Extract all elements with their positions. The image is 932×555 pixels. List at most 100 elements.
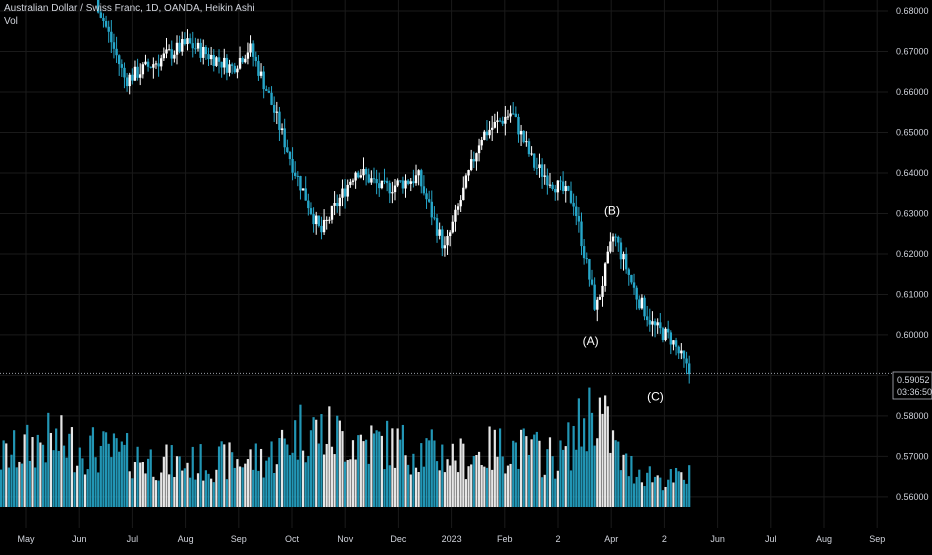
volume-bar	[370, 425, 373, 507]
volume-bar	[330, 446, 334, 507]
candle-body	[246, 52, 250, 59]
volume-bar	[357, 435, 360, 507]
volume-bar	[630, 455, 633, 507]
volume-bar	[606, 406, 609, 507]
volume-bar	[241, 467, 244, 507]
candle-body	[141, 64, 145, 75]
candle-body	[183, 39, 187, 45]
volume-bar	[154, 480, 158, 507]
candle-body	[433, 217, 436, 219]
candle-body	[632, 282, 636, 288]
candle-body	[364, 168, 368, 175]
volume-bar	[409, 474, 412, 507]
candle-body	[441, 229, 444, 249]
volume-bar	[131, 478, 134, 507]
volume-bar	[564, 446, 567, 507]
candle-body	[209, 54, 213, 60]
candle-body	[688, 363, 691, 375]
candle-body	[519, 130, 523, 135]
volume-bar	[601, 413, 604, 507]
volume-bar	[546, 449, 549, 507]
volume-bar	[491, 469, 494, 507]
volume-bar	[338, 420, 341, 507]
candle-body	[322, 219, 326, 233]
volume-bar	[562, 449, 565, 507]
candle-body	[559, 180, 562, 182]
candle-body	[462, 187, 465, 201]
volume-bar	[309, 430, 313, 507]
volume-bar	[556, 470, 559, 507]
volume-bar	[286, 444, 289, 507]
volume-bar	[538, 440, 541, 507]
candle-body	[674, 340, 678, 347]
candle-body	[535, 167, 539, 169]
candle-body	[580, 221, 583, 247]
symbol-title[interactable]: Australian Dollar / Swiss Franc, 1D, OAN…	[4, 3, 255, 14]
volume-bar	[422, 466, 426, 507]
candle-body	[293, 172, 297, 176]
x-tick-label: Sep	[231, 534, 247, 544]
candle-body	[270, 92, 273, 105]
x-tick-label: Oct	[285, 534, 300, 544]
candle-body	[451, 221, 454, 233]
candle-body	[672, 340, 675, 345]
volume-bar	[146, 458, 150, 507]
volume-bar	[91, 427, 95, 507]
candle-body	[624, 253, 628, 270]
volume-bar	[569, 470, 573, 507]
volume-indicator-label[interactable]: Vol	[4, 16, 18, 27]
volume-bar	[412, 453, 415, 507]
volume-bar	[559, 440, 562, 507]
candle-body	[215, 57, 218, 66]
y-tick-label: 0.56000	[896, 492, 929, 502]
candle-body	[357, 172, 360, 178]
candle-body	[238, 57, 242, 69]
candle-body	[383, 180, 386, 182]
candle-body	[677, 346, 680, 354]
volume-bar	[451, 443, 454, 507]
candle-body	[380, 180, 384, 189]
candle-body	[422, 186, 426, 194]
volume-bar	[527, 454, 531, 507]
candle-body	[207, 54, 210, 60]
candle-body	[401, 180, 405, 189]
candle-body	[320, 225, 323, 233]
volume-bar	[349, 459, 352, 507]
candle-body	[388, 183, 391, 194]
candle-body	[128, 74, 131, 87]
volume-bar	[375, 430, 378, 507]
candle-body	[585, 258, 588, 260]
volume-bar	[233, 467, 236, 507]
candle-body	[162, 53, 166, 59]
candle-body	[167, 49, 171, 51]
candle-body	[278, 111, 281, 130]
candle-body	[609, 241, 612, 252]
price-axis[interactable]: 0.68000 0.67000 0.66000 0.65000 0.64000 0.630…	[896, 6, 929, 502]
volume-bar	[367, 463, 370, 507]
volume-bar	[28, 460, 31, 507]
candle-body	[506, 116, 510, 118]
volume-bar	[346, 459, 349, 507]
volume-bar	[383, 469, 386, 507]
candle-body	[567, 186, 570, 191]
volume-bar	[428, 440, 431, 507]
y-tick-label: 0.57000	[896, 451, 929, 461]
candle-body	[317, 215, 321, 226]
volume-bar	[15, 467, 18, 507]
volume-bar	[249, 449, 252, 507]
candle-body	[288, 152, 292, 160]
time-axis[interactable]: May Jun Jul Aug Sep Oct Nov Dec 2023 Feb 2 Apr 2 Jun J…	[17, 534, 885, 544]
candle-body	[244, 58, 247, 63]
volume-bar	[688, 465, 691, 507]
wave-label: (A)	[583, 334, 599, 348]
candle-body	[230, 64, 234, 66]
candle-body	[96, 0, 100, 13]
candle-body	[635, 287, 638, 300]
volume-bar	[454, 460, 457, 507]
candle-body	[120, 64, 124, 68]
volume-bar	[496, 456, 499, 507]
volume-bar	[551, 456, 554, 507]
candle-body	[464, 175, 468, 188]
